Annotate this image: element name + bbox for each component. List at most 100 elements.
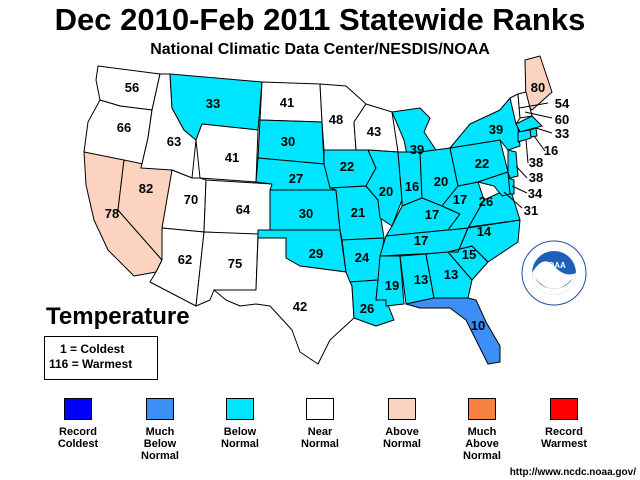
state-GA — [425, 251, 473, 299]
rank-label-AR: 24 — [355, 250, 370, 265]
leader-lines — [503, 102, 553, 209]
rank-label-MI: 39 — [410, 142, 424, 157]
rank-label-NV: 82 — [139, 181, 153, 196]
legend-label: Normal — [301, 438, 339, 450]
rank-label-NJ: 38 — [529, 170, 543, 185]
rank-label-UT: 70 — [184, 192, 198, 207]
legend-label: Above — [465, 438, 499, 450]
legend-item-much-above: Much Above Normal — [442, 398, 522, 462]
swatch-near — [306, 398, 334, 420]
noaa-logo-text: NOAA — [542, 261, 566, 270]
state-NJ — [507, 149, 519, 179]
rank-label-KY: 17 — [425, 207, 439, 222]
legend-label: Near — [307, 426, 333, 438]
swatch-record-warmest — [550, 398, 578, 420]
legend-item-record-coldest: Record Coldest — [38, 398, 118, 450]
legend-label: Record — [545, 426, 583, 438]
rank-label-MS: 19 — [385, 278, 399, 293]
state-FL — [405, 297, 501, 365]
rank-label-IL: 20 — [379, 184, 393, 199]
rank-label-NC: 14 — [477, 224, 492, 239]
legend-label: Warmest — [540, 438, 588, 450]
rank-label-CO: 64 — [236, 202, 251, 217]
rank-label-CA: 78 — [105, 206, 119, 221]
legend-item-record-warmest: Record Warmest — [524, 398, 604, 450]
swatch-much-above — [468, 398, 496, 420]
rank-label-NH: 60 — [555, 112, 569, 127]
rank-label-NM: 75 — [228, 256, 242, 271]
noaa-logo: NOAA — [521, 240, 587, 306]
rank-label-WV: 17 — [453, 192, 467, 207]
rank-label-VA: 26 — [479, 194, 493, 209]
legend-label: Normal — [141, 450, 179, 462]
legend-label: Much — [145, 426, 175, 438]
rank-label-WY: 41 — [225, 150, 239, 165]
rank-label-DE: 34 — [528, 186, 543, 201]
rank-label-RI: 16 — [544, 143, 558, 158]
source-url[interactable]: http://www.ncdc.noaa.gov/ — [509, 467, 636, 478]
rank-label-MT: 33 — [206, 96, 220, 111]
legend-item-above: Above Normal — [362, 398, 442, 450]
swatch-much-below — [146, 398, 174, 420]
rank-label-SD: 30 — [281, 134, 295, 149]
rank-label-CT: 38 — [529, 155, 543, 170]
rank-label-ME: 80 — [531, 80, 545, 95]
state-NY — [449, 97, 521, 151]
legend-label: Below — [223, 426, 257, 438]
rank-label-IN: 16 — [405, 179, 419, 194]
legend-item-below: Below Normal — [200, 398, 280, 450]
rank-label-WI: 43 — [367, 124, 381, 139]
state-CT — [517, 129, 532, 143]
rank-label-NE: 27 — [289, 171, 303, 186]
rank-label-KS: 30 — [299, 206, 313, 221]
rank-label-OR: 66 — [117, 120, 131, 135]
rank-label-WA: 56 — [125, 80, 139, 95]
map-title: Dec 2010-Feb 2011 Statewide Ranks — [54, 2, 586, 37]
legend-label: Coldest — [57, 438, 99, 450]
rank-label-PA: 22 — [475, 156, 489, 171]
key-coldest: 1 = Coldest — [60, 342, 125, 356]
rank-label-TX: 42 — [293, 299, 307, 314]
swatch-below — [226, 398, 254, 420]
rank-label-ID: 63 — [167, 134, 181, 149]
legend-title: Temperature — [46, 303, 190, 330]
legend-label: Below — [143, 438, 177, 450]
rank-label-OK: 29 — [309, 246, 323, 261]
rank-label-MN: 48 — [329, 112, 343, 127]
legend-label: Much — [467, 426, 497, 438]
rank-label-MO: 21 — [351, 205, 365, 220]
legend-label: Normal — [221, 438, 259, 450]
state-MD — [477, 171, 511, 197]
map-subtitle: National Climatic Data Center/NESDIS/NOA… — [150, 41, 490, 58]
rank-label-OH: 20 — [434, 174, 448, 189]
swatch-record-coldest — [64, 398, 92, 420]
rank-label-ND: 41 — [280, 95, 294, 110]
legend-label: Above — [385, 426, 419, 438]
legend-label: Normal — [383, 438, 421, 450]
legend-item-near: Near Normal — [280, 398, 360, 450]
rank-label-GA: 13 — [444, 267, 458, 282]
key-warmest: 116 = Warmest — [49, 357, 133, 371]
rank-label-NY: 39 — [489, 122, 503, 137]
legend-label: Normal — [463, 450, 501, 462]
state-MA — [515, 115, 543, 133]
rank-label-SC: 15 — [462, 247, 476, 262]
state-WY — [195, 123, 259, 183]
rank-label-MA: 33 — [555, 126, 569, 141]
legend-label: Record — [59, 426, 97, 438]
swatch-above — [388, 398, 416, 420]
state-NC — [447, 219, 521, 263]
legend-item-much-below: Much Below Normal — [120, 398, 200, 462]
rank-key-box: 1 = Coldest 116 = Warmest — [44, 336, 158, 380]
category-legend: Record Coldest Much Below Normal Below N… — [0, 398, 640, 473]
rank-label-FL: 10 — [471, 318, 485, 333]
rank-label-AL: 13 — [414, 272, 428, 287]
rank-label-LA: 26 — [360, 301, 374, 316]
rank-label-AZ: 62 — [178, 252, 192, 267]
rank-label-TN: 17 — [414, 233, 428, 248]
rank-label-IA: 22 — [340, 159, 354, 174]
rank-label-VT: 54 — [555, 96, 570, 111]
state-TX — [213, 237, 355, 365]
rank-label-MD: 31 — [524, 203, 538, 218]
